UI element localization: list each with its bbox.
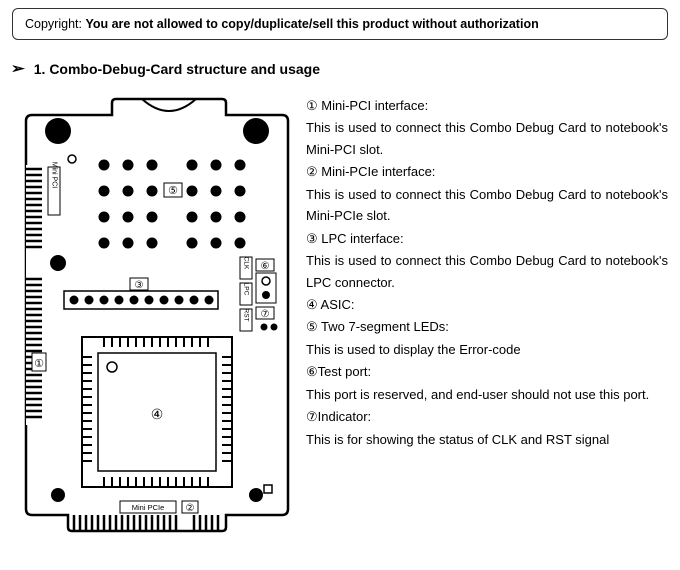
desc-text: This is used to connect this Combo Debug… bbox=[306, 117, 668, 160]
svg-text:⑥: ⑥ bbox=[261, 261, 270, 272]
arrow-icon: ➢ bbox=[11, 60, 25, 77]
desc-text: This is used to connect this Combo Debug… bbox=[306, 184, 668, 227]
svg-text:②: ② bbox=[186, 503, 195, 514]
copyright-label: Copyright: bbox=[25, 17, 85, 31]
edge-left bbox=[26, 165, 42, 425]
svg-text:①: ① bbox=[34, 358, 44, 370]
copyright-box: Copyright: You are not allowed to copy/d… bbox=[12, 8, 668, 40]
svg-text:RST: RST bbox=[243, 309, 250, 322]
desc-text: This is used to display the Error-code bbox=[306, 339, 668, 360]
descriptions: ① Mini-PCI interface: This is used to co… bbox=[306, 95, 668, 451]
board-diagram: Mini PCI ⑤ bbox=[12, 95, 292, 538]
desc-text: This port is reserved, and end-user shou… bbox=[306, 384, 668, 405]
desc-item: ② Mini-PCIe interface: bbox=[306, 161, 668, 182]
svg-text:④: ④ bbox=[151, 406, 164, 422]
content-row: Mini PCI ⑤ bbox=[12, 95, 668, 538]
svg-text:Mini PCIe: Mini PCIe bbox=[132, 503, 165, 512]
svg-text:CLK: CLK bbox=[243, 257, 250, 270]
copyright-text: You are not allowed to copy/duplicate/se… bbox=[85, 17, 538, 31]
desc-item: ⑦Indicator: bbox=[306, 406, 668, 427]
desc-text: This is used to connect this Combo Debug… bbox=[306, 250, 668, 293]
pcb-svg: Mini PCI ⑤ bbox=[12, 95, 292, 535]
desc-text: This is for showing the status of CLK an… bbox=[306, 429, 668, 450]
desc-item: ① Mini-PCI interface: bbox=[306, 95, 668, 116]
svg-text:LPC: LPC bbox=[243, 283, 250, 296]
section-title: 1. Combo-Debug-Card structure and usage bbox=[34, 61, 320, 77]
desc-item: ⑤ Two 7-segment LEDs: bbox=[306, 316, 668, 337]
svg-text:⑦: ⑦ bbox=[261, 309, 270, 320]
desc-item: ④ ASIC: bbox=[306, 294, 668, 315]
section-header: ➢ 1. Combo-Debug-Card structure and usag… bbox=[12, 60, 668, 77]
desc-item: ③ LPC interface: bbox=[306, 228, 668, 249]
svg-text:③: ③ bbox=[135, 280, 144, 291]
svg-text:Mini PCI: Mini PCI bbox=[51, 162, 58, 189]
svg-text:⑤: ⑤ bbox=[168, 185, 178, 197]
desc-item: ⑥Test port: bbox=[306, 361, 668, 382]
